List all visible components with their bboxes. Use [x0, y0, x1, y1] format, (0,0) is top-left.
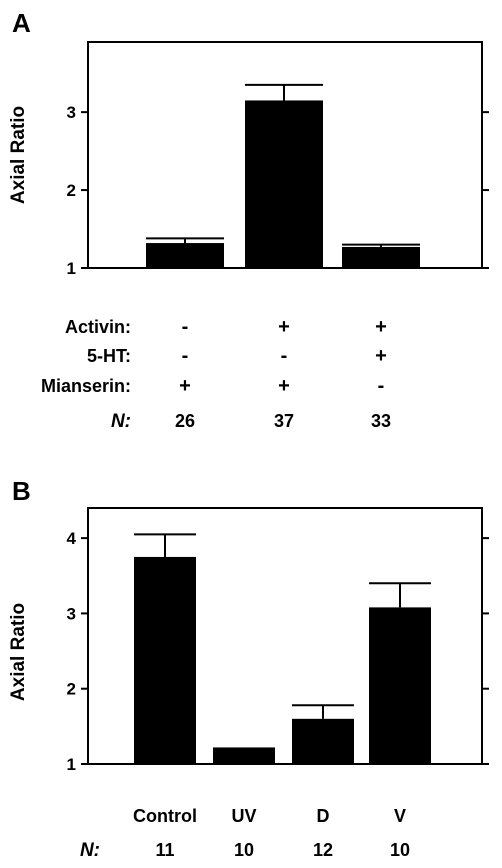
panel-a-plot: 1 2 3 — [67, 41, 489, 278]
panel-b-category-label: V — [394, 806, 406, 826]
panel-a-bar — [146, 243, 224, 268]
panel-a-ylabel: Axial Ratio — [8, 106, 29, 204]
panel-b-n-value: 10 — [390, 840, 410, 860]
panel-a-n-label: N: — [111, 411, 131, 432]
panel-b-ytick-label: 2 — [67, 680, 76, 699]
condition-value: - — [182, 316, 189, 338]
panel-b-bar — [134, 556, 196, 764]
panel-b-category-label: D — [317, 806, 330, 826]
panel-b-n-row: Control UV D V N: 11 10 12 10 — [80, 806, 410, 861]
condition-value: - — [182, 345, 189, 367]
panel-b-bar — [369, 607, 431, 764]
panel-b-ylabel: Axial Ratio — [8, 603, 29, 701]
panel-b-bar — [292, 718, 354, 764]
panel-a-bar — [342, 246, 420, 268]
condition-label: Activin: — [65, 317, 131, 337]
condition-value: + — [375, 345, 387, 367]
condition-value: + — [278, 375, 290, 397]
panel-b-n-value: 11 — [155, 840, 174, 860]
condition-value: + — [278, 316, 290, 338]
panel-a-n-value: 26 — [175, 411, 195, 431]
panel-a-ytick-label: 1 — [67, 259, 76, 278]
panel-a-ytick-label: 2 — [67, 181, 76, 200]
panel-a-bar — [245, 100, 323, 268]
condition-label: 5-HT: — [87, 346, 131, 366]
panel-b-plot: 1 2 3 4 — [67, 507, 489, 774]
panel-a-label: A — [12, 8, 31, 38]
condition-value: + — [375, 316, 387, 338]
panel-b-label: B — [12, 476, 31, 506]
panel-b-n-label: N: — [80, 840, 100, 861]
panel-b-n-value: 10 — [234, 840, 254, 860]
panel-a-n-value: 37 — [274, 411, 294, 431]
panel-b-ytick-label: 1 — [67, 755, 76, 774]
panel-b-bar — [213, 747, 275, 764]
condition-label: Mianserin: — [41, 376, 131, 396]
panel-a-conditions-table: Activin: - + +5-HT: - - + Mianserin: + + - N: 26 37 33 — [41, 316, 391, 432]
condition-value: + — [179, 375, 191, 397]
condition-value: - — [378, 375, 385, 397]
panel-b-ytick-label: 4 — [67, 529, 77, 548]
panel-b-n-value: 12 — [313, 840, 333, 860]
panel-b-category-label: UV — [231, 806, 256, 826]
panel-a-n-value: 33 — [371, 411, 391, 431]
panel-b-frame — [87, 507, 483, 765]
condition-value: - — [281, 345, 288, 367]
panel-b-ytick-label: 3 — [67, 604, 76, 623]
panel-b-category-label: Control — [133, 806, 197, 826]
panel-a-ytick-label: 3 — [67, 103, 76, 122]
